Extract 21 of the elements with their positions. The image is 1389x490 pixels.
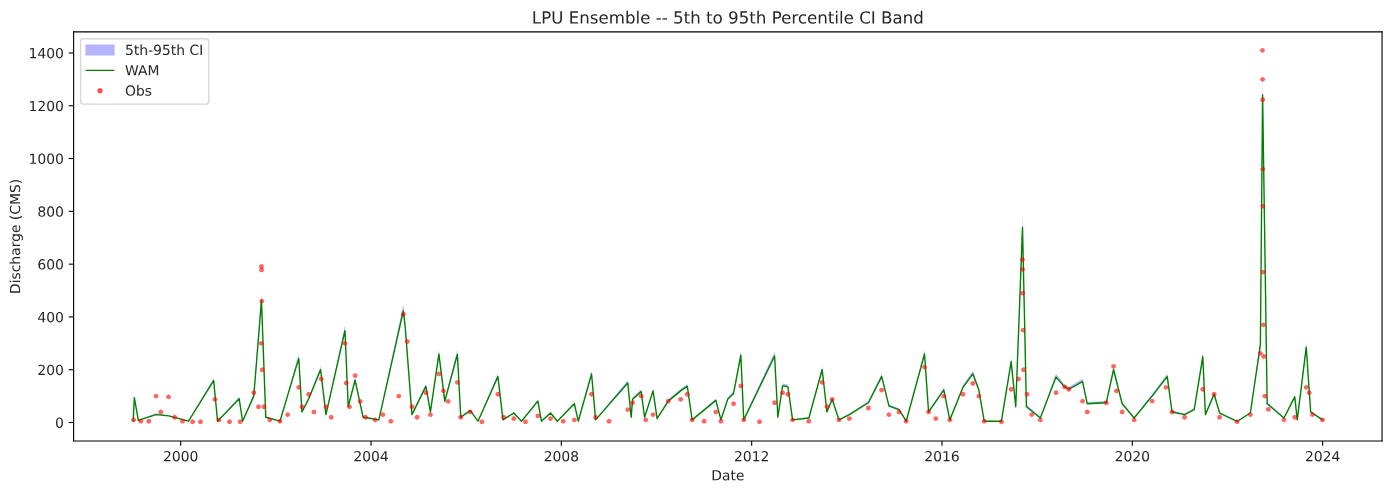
- x-tick-label: 2004: [354, 450, 388, 462]
- y-tick-label: 1200: [30, 100, 63, 112]
- y-tick-label: 600: [38, 259, 63, 270]
- x-tick-label: 2008: [544, 450, 579, 462]
- chart-title: LPU Ensemble -- 5th to 95th Percentile CI Band: [533, 10, 923, 24]
- x-tick-label: 2020: [1115, 450, 1150, 462]
- x-tick-label: 2024: [1306, 450, 1340, 462]
- y-axis-title: Discharge (CMS): [9, 179, 23, 293]
- legend-label: Obs: [125, 85, 152, 96]
- legend-label: 5th-95th CI: [126, 44, 202, 56]
- legend-label: WAM: [125, 65, 159, 76]
- x-axis-title: Date: [712, 470, 744, 481]
- y-tick-label: 0: [55, 417, 63, 428]
- x-tick-label: 2012: [735, 450, 768, 462]
- y-tick-label: 400: [38, 311, 63, 323]
- y-tick-label: 1000: [30, 153, 63, 165]
- y-tick-label: 1400: [30, 47, 63, 59]
- y-tick-label: 800: [38, 206, 63, 217]
- x-tick-label: 2000: [164, 450, 198, 462]
- x-tick-label: 2016: [925, 450, 959, 462]
- y-tick-label: 200: [38, 364, 63, 376]
